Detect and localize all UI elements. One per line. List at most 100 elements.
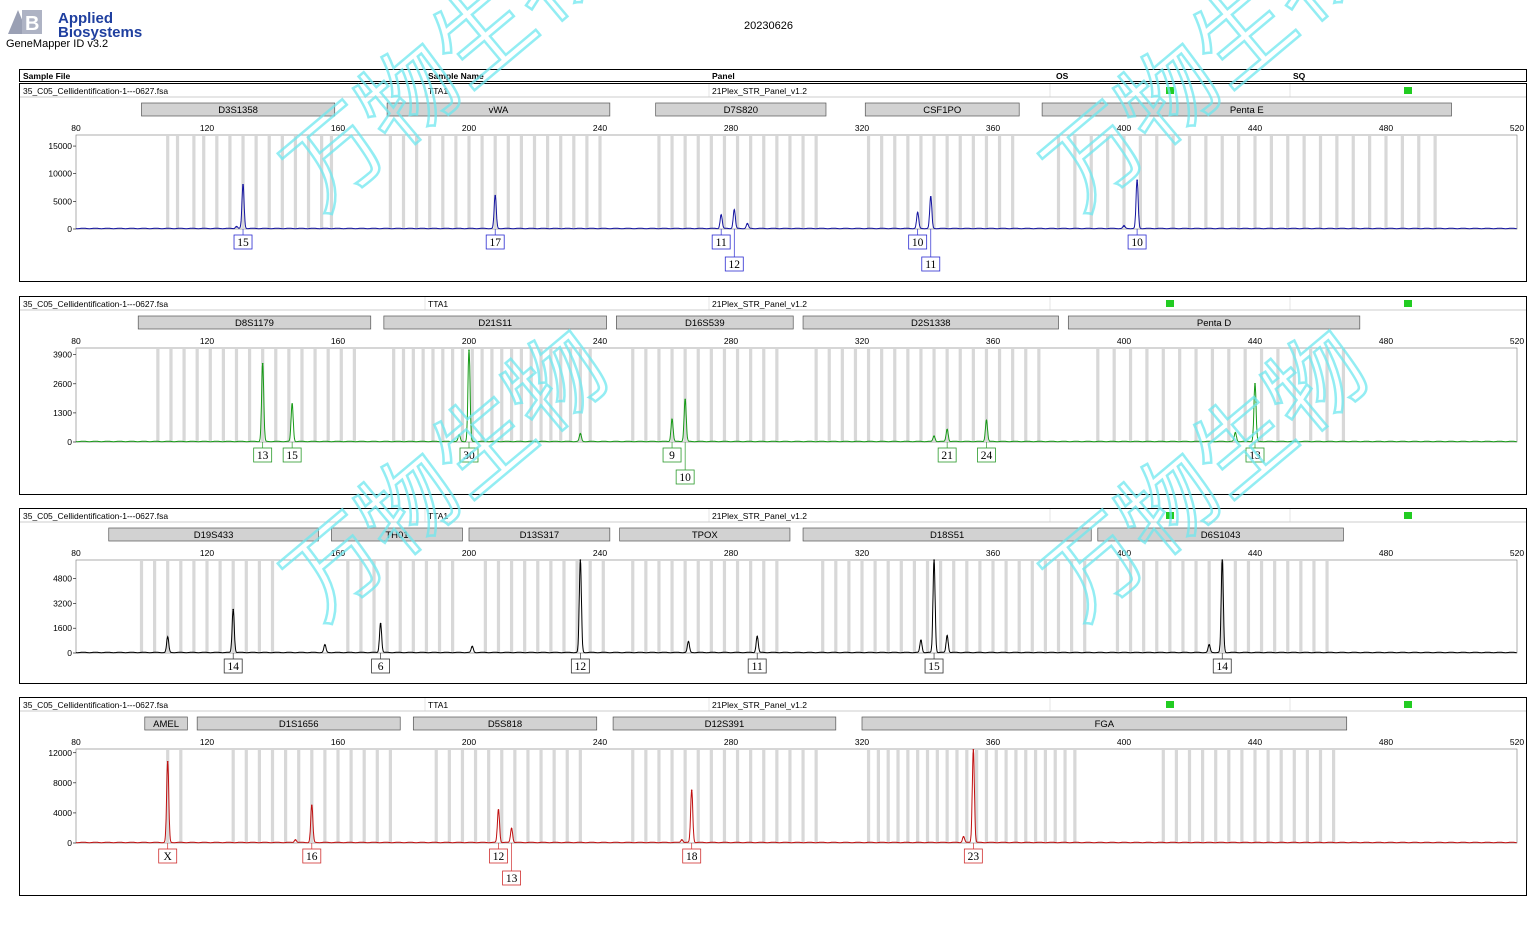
allele-bin <box>562 561 566 652</box>
marker-label: D18S51 <box>930 530 964 541</box>
allele-bin <box>1204 136 1208 228</box>
allele-bin <box>513 750 517 842</box>
allele-bin <box>293 136 298 228</box>
allele-call-label: 15 <box>237 237 249 249</box>
allele-bin <box>1063 750 1067 842</box>
allele-bin <box>1433 136 1437 228</box>
x-tick-label: 240 <box>593 123 607 133</box>
allele-bin <box>866 349 871 441</box>
allele-bin <box>1128 561 1133 652</box>
allele-bin <box>1112 349 1116 441</box>
allele-bin <box>1253 750 1257 842</box>
allele-call-box <box>675 469 695 485</box>
allele-bin <box>644 349 648 441</box>
allele-bin <box>952 561 956 652</box>
allele-bin <box>166 136 170 228</box>
peak-point <box>1123 225 1125 228</box>
x-tick-label: 320 <box>855 123 869 133</box>
allele-bin <box>411 561 415 652</box>
allele-bin <box>1246 561 1251 652</box>
allele-bin <box>762 349 766 441</box>
allele-call-box <box>1245 447 1265 463</box>
panel-3: 35_C05_Cellidentification-1---0627.fsa TT… <box>19 508 1527 684</box>
allele-bin <box>984 750 989 842</box>
allele-call-box <box>682 848 702 864</box>
allele-bin <box>568 349 573 441</box>
allele-call-box <box>711 234 731 250</box>
allele-bin <box>221 349 225 441</box>
allele-bin <box>1335 136 1339 228</box>
allele-bin <box>991 561 995 652</box>
allele-bin <box>762 750 766 842</box>
allele-bin <box>1178 349 1182 441</box>
allele-call-box <box>371 658 390 674</box>
allele-bin <box>880 349 884 441</box>
allele-call-box <box>977 447 996 463</box>
allele-bin <box>267 136 271 228</box>
allele-call-label: 11 <box>716 237 727 249</box>
allele-bin <box>428 136 432 228</box>
allele-bin <box>565 750 569 842</box>
allele-bin <box>1276 349 1280 441</box>
col-sample-name: Sample Name <box>428 71 484 81</box>
allele-bin <box>320 136 324 228</box>
x-tick-label: 400 <box>1117 737 1131 747</box>
allele-call-box <box>921 256 941 272</box>
allele-bin <box>827 349 831 441</box>
panel-name: 21Plex_STR_Panel_v1.2 <box>712 86 807 96</box>
sq-status-indicator <box>1404 701 1412 708</box>
allele-bin <box>1237 136 1241 228</box>
allele-bin <box>270 750 275 842</box>
x-tick-label: 80 <box>71 548 81 558</box>
sample-name: TTA1 <box>428 86 448 96</box>
x-tick-label: 440 <box>1248 123 1262 133</box>
peak-point <box>916 212 919 214</box>
software-version: GeneMapper ID v3.2 <box>6 38 109 50</box>
peak-point <box>681 839 683 841</box>
allele-bin <box>500 349 504 441</box>
allele-bin <box>847 561 851 652</box>
applied-biosystems-logo: B Applied Biosystems GeneMapper ID v3.2 <box>6 6 146 52</box>
marker-label: D12S391 <box>705 719 745 730</box>
marker-label: D1S1656 <box>279 719 319 730</box>
allele-bin <box>326 349 330 441</box>
x-tick-label: 200 <box>462 737 476 747</box>
allele-bin <box>1024 349 1028 441</box>
allele-bin <box>873 561 877 652</box>
y-tick-label: 0 <box>67 838 72 848</box>
x-tick-label: 320 <box>855 548 869 558</box>
allele-call-label: 21 <box>941 450 953 462</box>
os-status-indicator <box>1166 512 1174 519</box>
x-tick-label: 520 <box>1510 737 1524 747</box>
allele-bin <box>670 349 674 441</box>
allele-bin <box>1024 750 1028 842</box>
allele-bin <box>310 750 314 842</box>
x-tick-label: 280 <box>724 123 738 133</box>
allele-bin <box>1155 561 1159 652</box>
allele-bin <box>1161 349 1165 441</box>
y-tick-label: 3900 <box>53 350 72 360</box>
allele-call-label: 10 <box>679 472 691 484</box>
peak-point <box>929 196 932 198</box>
allele-bin <box>257 561 261 652</box>
col-os: OS <box>1056 71 1069 81</box>
column-header-row: Sample File Sample Name Panel OS SQ <box>19 69 1527 82</box>
allele-bin <box>709 349 713 441</box>
peak-point <box>690 789 693 792</box>
allele-call-box <box>485 234 505 250</box>
allele-bin <box>523 561 527 652</box>
marker-label: Penta D <box>1197 318 1231 329</box>
allele-bin <box>1227 750 1231 842</box>
allele-bin <box>945 750 949 842</box>
allele-bin <box>532 136 537 228</box>
allele-bin <box>447 750 451 842</box>
peak-point <box>311 804 313 807</box>
sample-file: 35_C05_Cellidentification-1---0627.fsa <box>23 511 168 521</box>
allele-bin <box>925 750 930 842</box>
allele-bin <box>683 750 687 842</box>
x-tick-label: 520 <box>1510 123 1524 133</box>
allele-call-label: 12 <box>729 259 741 271</box>
marker-bar <box>137 315 372 330</box>
allele-bin <box>1056 561 1061 652</box>
allele-bin <box>218 561 222 652</box>
